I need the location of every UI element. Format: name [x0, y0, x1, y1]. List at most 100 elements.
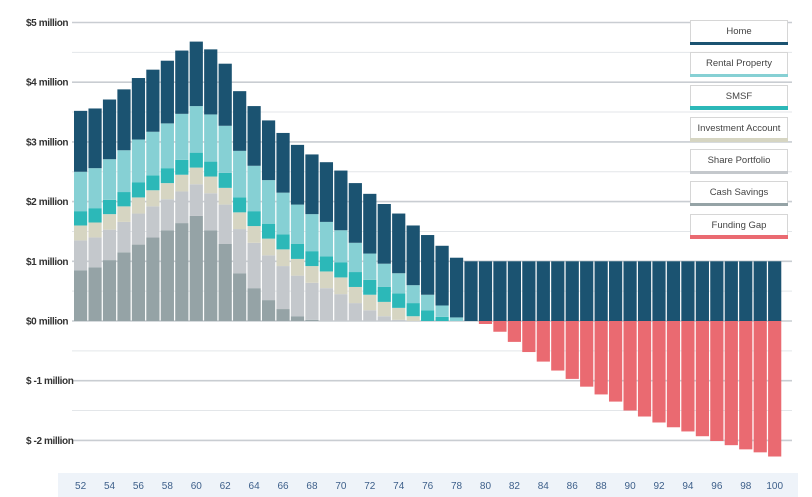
x-tick-label: 62 — [220, 481, 232, 492]
bar-cash-savings-66 — [276, 309, 290, 321]
bar-funding-gap-95 — [695, 321, 709, 437]
bar-home-58 — [160, 60, 174, 124]
bar-share-portfolio-59 — [175, 191, 189, 224]
bar-funding-gap-89 — [609, 321, 623, 402]
bar-rental-property-58 — [160, 123, 174, 169]
bar-investment-account-62 — [218, 187, 232, 205]
bar-rental-property-67 — [290, 204, 305, 244]
bar-home-84 — [536, 261, 550, 321]
y-tick-label: $1 million — [26, 257, 68, 268]
bar-smsf-57 — [146, 175, 160, 191]
bar-investment-account-72 — [363, 294, 377, 311]
bar-home-79 — [464, 261, 478, 321]
y-tick-label: $4 million — [26, 78, 68, 89]
bar-share-portfolio-71 — [348, 303, 362, 321]
bar-share-portfolio-57 — [146, 206, 160, 238]
bar-home-78 — [449, 257, 464, 318]
bar-rental-property-69 — [319, 221, 334, 257]
bar-home-95 — [695, 261, 709, 321]
bar-smsf-66 — [276, 234, 290, 250]
bar-smsf-61 — [204, 161, 218, 177]
x-tick-label: 66 — [277, 481, 289, 492]
bar-home-77 — [435, 245, 449, 306]
bar-share-portfolio-53 — [88, 237, 102, 268]
x-tick-label: 78 — [451, 481, 463, 492]
bar-funding-gap-87 — [580, 321, 594, 387]
bar-share-portfolio-65 — [261, 255, 276, 301]
bar-investment-account-57 — [146, 190, 160, 207]
x-tick-label: 54 — [104, 481, 116, 492]
legend-item-funding-gap[interactable]: Funding Gap — [690, 213, 788, 239]
bar-cash-savings-59 — [175, 223, 189, 321]
bar-cash-savings-55 — [117, 252, 131, 321]
bar-share-portfolio-54 — [102, 229, 117, 261]
bar-home-75 — [406, 225, 420, 286]
legend-label-investment-account: Investment Account — [697, 122, 781, 134]
bar-share-portfolio-61 — [204, 193, 218, 231]
bar-home-89 — [609, 261, 623, 321]
bar-home-55 — [117, 89, 131, 151]
bar-funding-gap-100 — [768, 321, 782, 457]
legend-item-cash-savings[interactable]: Cash Savings — [690, 181, 788, 207]
bar-funding-gap-90 — [623, 321, 637, 411]
legend-item-investment-account[interactable]: Investment Account — [690, 116, 788, 142]
y-tick-label: $0 million — [26, 317, 68, 328]
legend-item-home[interactable]: Home — [690, 20, 788, 45]
bar-rental-property-54 — [102, 159, 117, 200]
bar-home-71 — [348, 183, 362, 243]
bar-investment-account-66 — [276, 249, 290, 267]
bar-cash-savings-65 — [261, 300, 276, 321]
bar-investment-account-68 — [305, 266, 319, 283]
bar-rental-property-63 — [233, 150, 247, 198]
legend-label-rental-property: Rental Property — [705, 58, 772, 70]
bar-smsf-60 — [189, 152, 203, 168]
bar-home-97 — [724, 261, 738, 321]
bar-cash-savings-54 — [102, 260, 117, 321]
legend-item-share-portfolio[interactable]: Share Portfolio — [690, 149, 788, 175]
bar-rental-property-60 — [189, 106, 203, 153]
bar-funding-gap-82 — [507, 321, 521, 342]
y-tick-label: $ -1 million — [26, 376, 74, 387]
bar-home-81 — [493, 261, 507, 321]
bar-smsf-52 — [74, 211, 88, 226]
bar-share-portfolio-72 — [363, 310, 377, 321]
bar-home-72 — [363, 193, 377, 254]
x-tick-label: 100 — [766, 481, 783, 492]
bar-investment-account-70 — [334, 277, 348, 295]
legend-item-smsf[interactable]: SMSF — [690, 84, 788, 110]
bar-smsf-74 — [392, 293, 406, 308]
bar-investment-account-64 — [247, 226, 261, 243]
bar-cash-savings-58 — [160, 230, 174, 321]
bar-share-portfolio-63 — [233, 229, 247, 274]
bar-rental-property-65 — [261, 180, 276, 224]
bar-funding-gap-98 — [739, 321, 753, 450]
bar-share-portfolio-68 — [305, 282, 319, 320]
bar-rental-property-72 — [363, 253, 377, 280]
bar-investment-account-52 — [74, 225, 88, 241]
bar-funding-gap-96 — [710, 321, 724, 441]
bar-investment-account-53 — [88, 222, 102, 238]
x-tick-label: 56 — [133, 481, 145, 492]
bar-smsf-72 — [363, 279, 377, 295]
x-tick-label: 86 — [567, 481, 579, 492]
bar-share-portfolio-52 — [74, 240, 88, 271]
bar-home-92 — [652, 261, 666, 321]
bar-home-96 — [710, 261, 724, 321]
bar-home-56 — [131, 78, 146, 140]
legend-item-rental-property[interactable]: Rental Property — [690, 52, 788, 78]
bar-home-69 — [319, 162, 334, 222]
bar-cash-savings-52 — [74, 270, 88, 321]
bar-funding-gap-88 — [594, 321, 608, 395]
bar-cash-savings-60 — [189, 215, 203, 321]
bar-investment-account-55 — [117, 206, 131, 222]
bar-smsf-77 — [435, 316, 449, 321]
bar-share-portfolio-62 — [218, 204, 232, 244]
x-tick-label: 92 — [653, 481, 665, 492]
bar-home-54 — [102, 99, 117, 160]
x-tick-label: 68 — [306, 481, 318, 492]
bar-smsf-67 — [290, 243, 305, 259]
bar-home-73 — [377, 203, 391, 264]
bar-home-60 — [189, 41, 203, 107]
bar-cash-savings-67 — [290, 316, 305, 321]
